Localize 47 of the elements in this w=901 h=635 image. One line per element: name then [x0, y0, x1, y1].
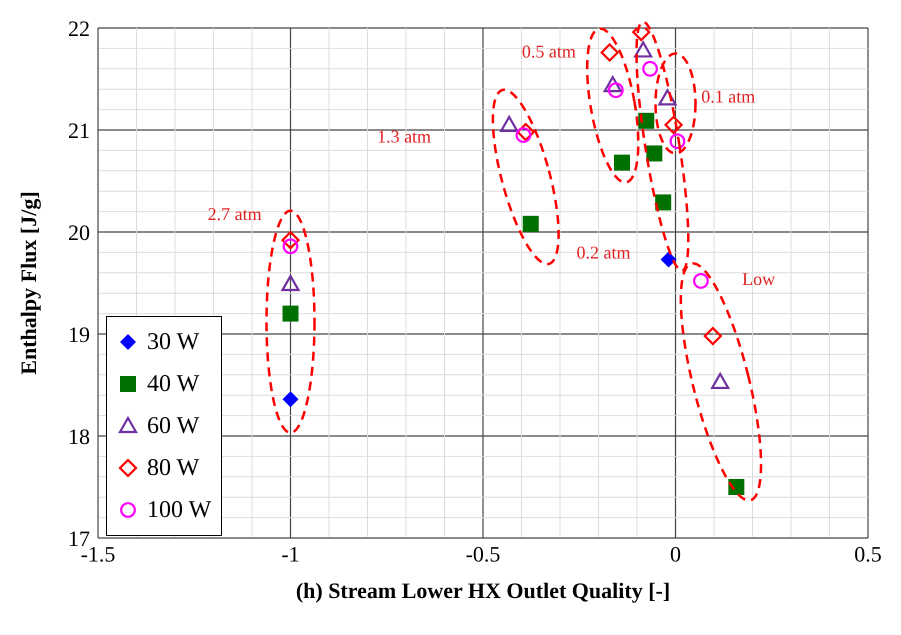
point	[282, 306, 298, 322]
y-tick-label: 21	[68, 118, 90, 143]
point	[614, 154, 630, 171]
annotation: 0.1 atm	[701, 86, 756, 107]
x-tick-label: 0.5	[854, 542, 882, 567]
point	[608, 82, 624, 98]
point	[281, 231, 300, 250]
legend-label: 80 W	[147, 454, 200, 482]
annotation: 0.5 atm	[522, 42, 576, 62]
point	[522, 216, 539, 232]
y-tick-label: 20	[68, 220, 90, 245]
annotation: 2.7 atm	[208, 204, 262, 224]
legend-label: 30 W	[147, 328, 200, 356]
point	[282, 391, 298, 408]
x-tick-label: -0.5	[466, 542, 500, 567]
annotation: Low	[742, 269, 776, 290]
point	[704, 326, 722, 346]
point	[646, 145, 662, 162]
legend-label: 100 W	[147, 496, 212, 524]
point	[670, 133, 686, 150]
point	[664, 116, 683, 134]
point	[693, 273, 709, 289]
x-tick-label: -1	[281, 542, 300, 567]
point	[728, 479, 744, 495]
legend-label: 60 W	[147, 412, 200, 440]
annotation: 1.3 atm	[377, 126, 432, 146]
point	[516, 127, 532, 143]
point	[642, 60, 658, 77]
legend-label: 40 W	[147, 370, 200, 398]
point	[500, 116, 518, 132]
point	[660, 252, 677, 268]
point	[516, 122, 535, 142]
point	[655, 194, 672, 210]
point	[711, 372, 730, 390]
point	[600, 43, 619, 62]
point	[634, 41, 652, 58]
x-tick-label: 0	[670, 542, 681, 567]
y-tick-label: 19	[68, 322, 90, 347]
point	[281, 274, 300, 292]
point	[282, 238, 298, 254]
y-axis-title: Enthalpy Flux [J/g]	[16, 191, 41, 375]
point	[604, 76, 622, 92]
annotation: 0.2 atm	[576, 242, 631, 263]
x-axis-title: (h) Stream Lower HX Outlet Quality [-]	[296, 578, 670, 603]
y-tick-label: 22	[68, 16, 90, 41]
y-tick-label: 18	[68, 424, 90, 449]
point	[658, 89, 677, 106]
